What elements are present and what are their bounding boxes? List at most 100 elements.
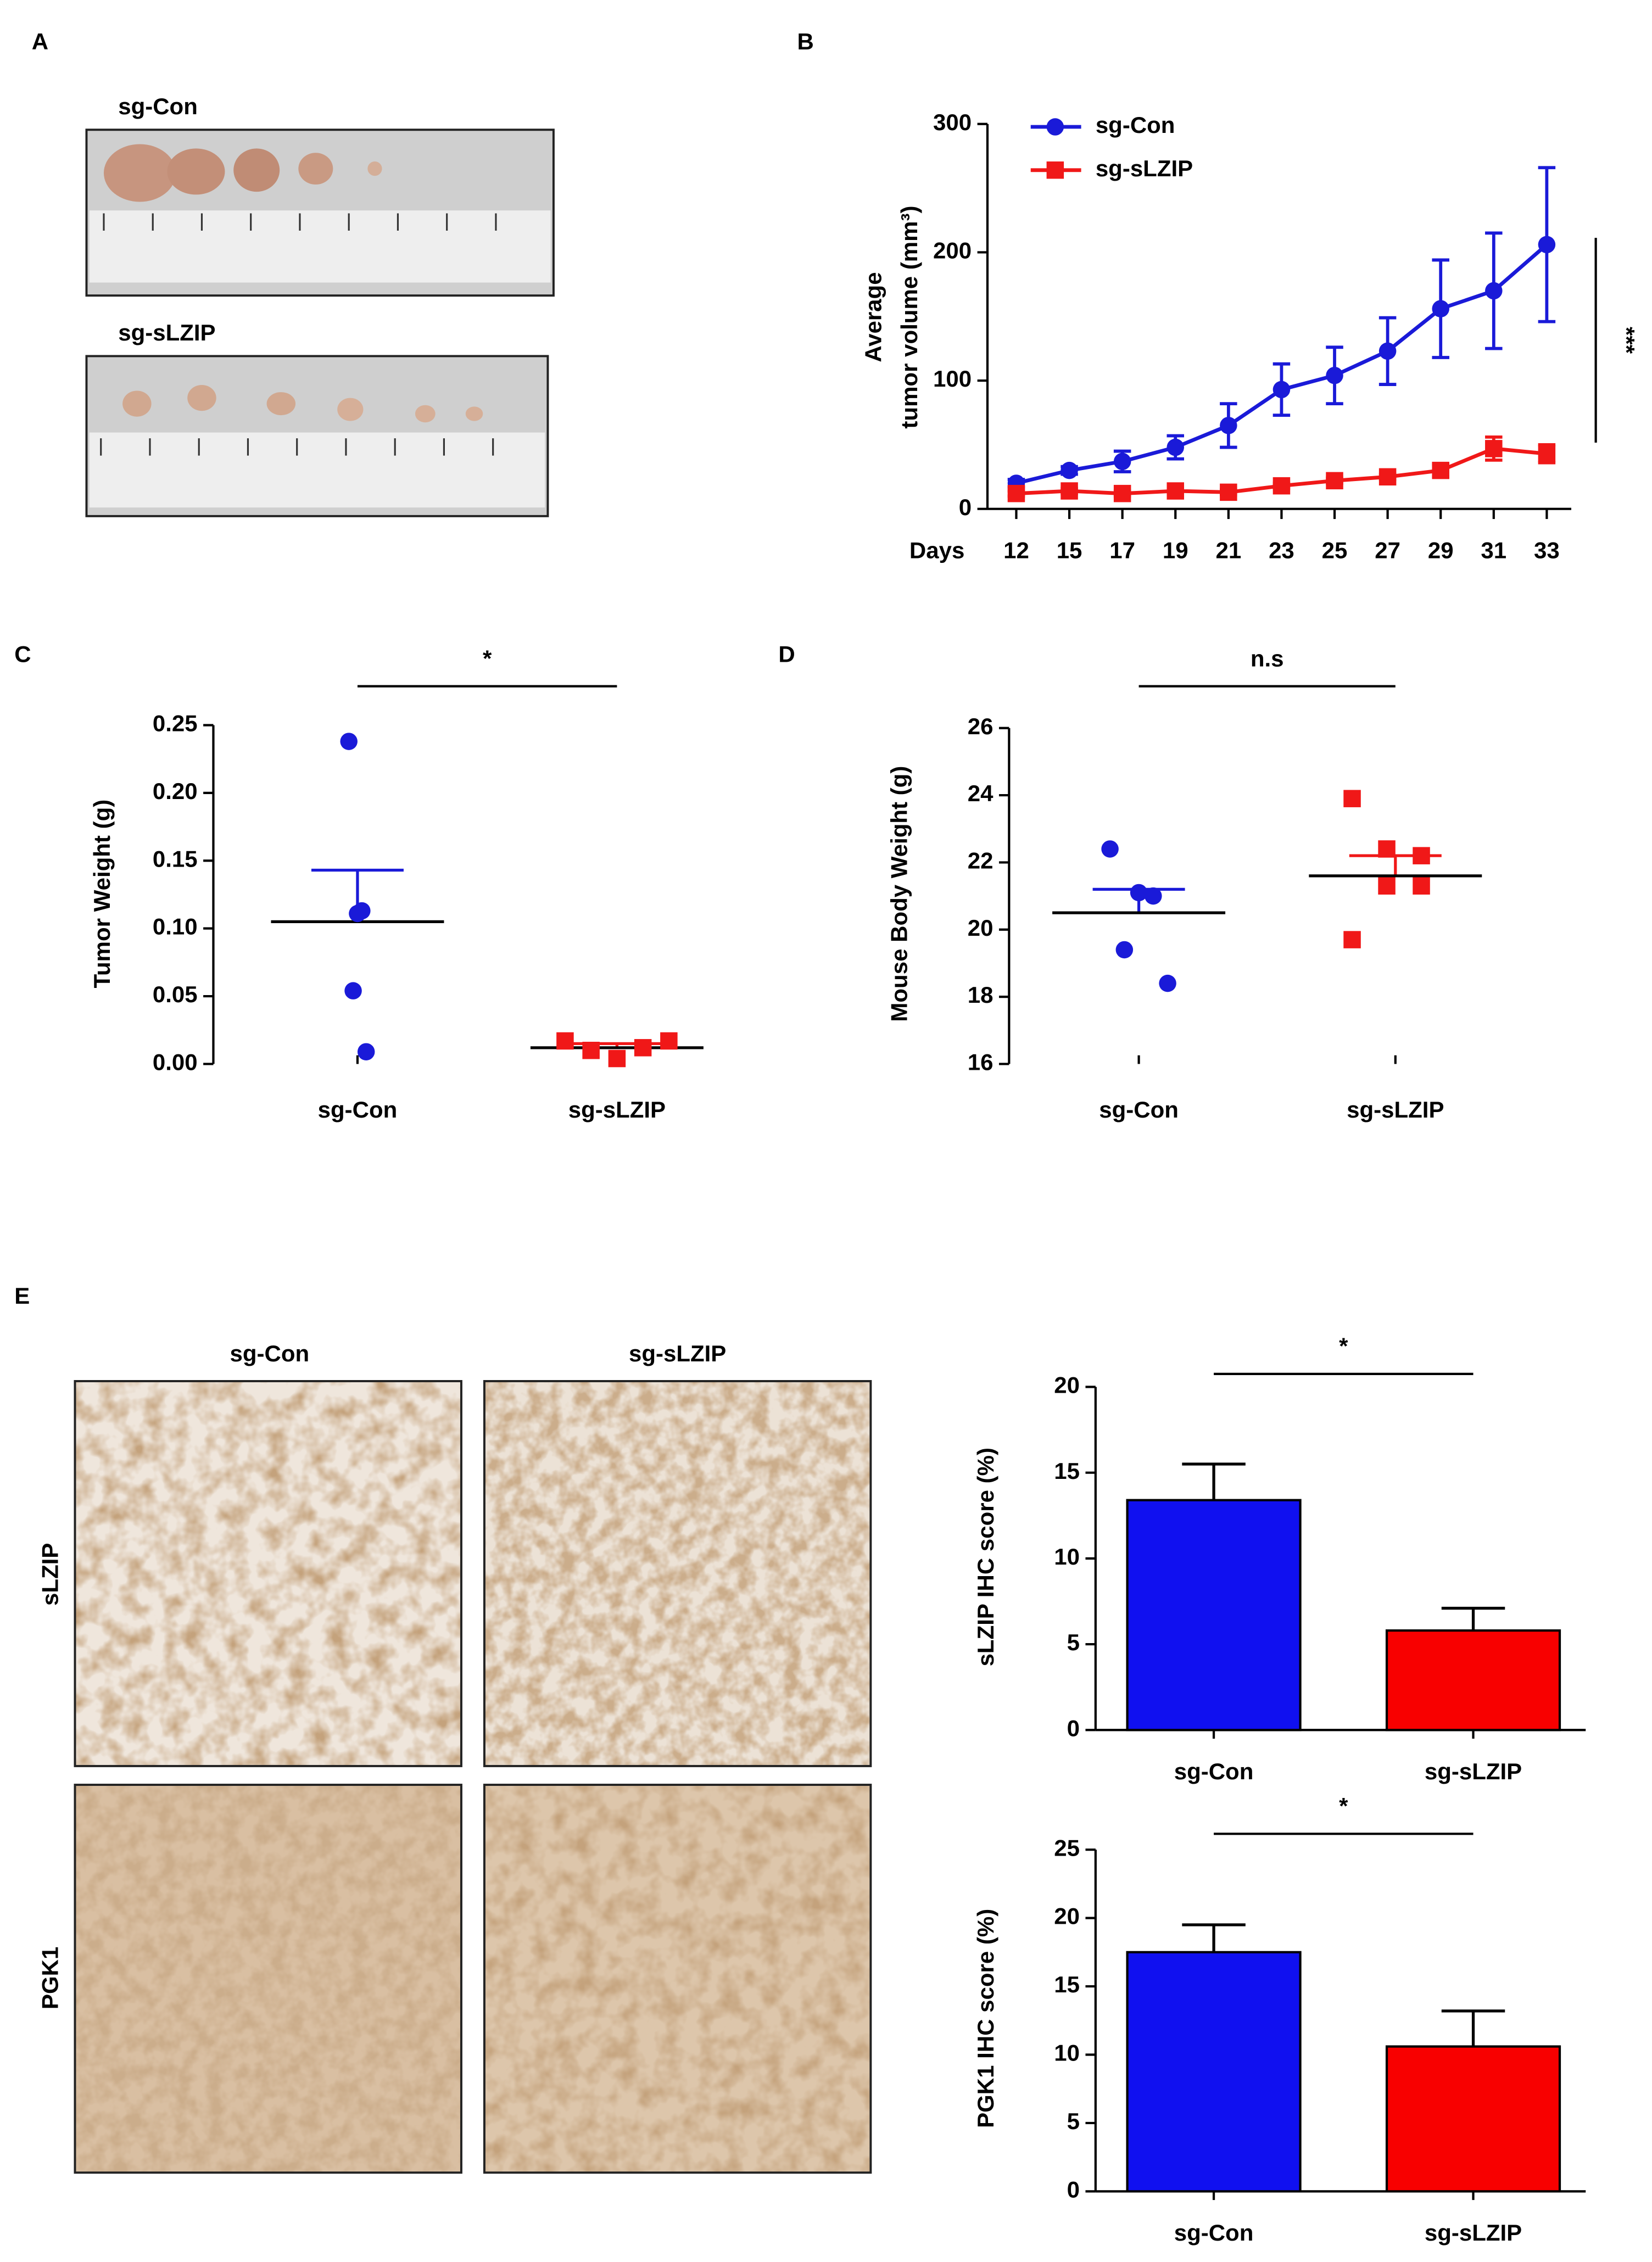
y-tick-label: 0	[959, 494, 972, 520]
x-tick-label: sg-sLZIP	[1425, 1758, 1522, 1784]
column-label: sg-Con	[230, 1341, 310, 1366]
y-tick-label: 0.20	[153, 778, 198, 804]
significance-label: ***	[1614, 327, 1639, 354]
x-tick-label: 17	[1109, 538, 1135, 563]
x-tick-label: sg-Con	[1174, 2220, 1254, 2246]
y-tick-label: 10	[1054, 2040, 1080, 2066]
marker	[1061, 482, 1078, 500]
panel-label: D	[778, 641, 795, 667]
error-bar	[1441, 2009, 1505, 2047]
legend-label: sg-sLZIP	[1096, 155, 1193, 181]
x-tick-label: sg-sLZIP	[568, 1097, 666, 1122]
y-tick-label: 200	[933, 238, 972, 264]
ihc-image	[74, 1380, 462, 1767]
y-tick-label: 5	[1067, 1629, 1080, 1655]
marker	[1115, 941, 1134, 959]
x-axis-label: Days	[909, 538, 964, 563]
column-label: sg-sLZIP	[629, 1341, 726, 1366]
marker	[1485, 282, 1503, 300]
tumor-photo	[85, 129, 555, 297]
significance-label: *	[1339, 1793, 1348, 1819]
marker	[1538, 445, 1556, 462]
y-tick-label: 26	[968, 713, 994, 739]
marker	[1343, 790, 1361, 807]
marker	[1130, 884, 1148, 902]
significance-label: n.s	[1251, 645, 1284, 671]
error-bar	[1182, 1923, 1246, 1952]
marker	[1413, 847, 1430, 864]
y-tick-label: 0.00	[153, 1049, 198, 1075]
marker	[582, 1041, 600, 1059]
marker	[344, 982, 362, 999]
marker	[1220, 417, 1237, 434]
marker	[1343, 931, 1361, 948]
error-bar	[1182, 1462, 1246, 1500]
y-tick-label: 0.05	[153, 981, 198, 1007]
marker	[1159, 974, 1176, 992]
significance-label: *	[1339, 1333, 1348, 1359]
x-tick-label: 15	[1057, 538, 1082, 563]
marker	[1432, 461, 1449, 479]
x-tick-label: 21	[1215, 538, 1241, 563]
ihc-image	[483, 1784, 872, 2174]
error-bar	[1441, 1606, 1505, 1631]
marker	[660, 1032, 678, 1050]
x-tick-label: 27	[1375, 538, 1400, 563]
row-label: sLZIP	[37, 1543, 63, 1606]
marker	[556, 1032, 574, 1050]
panel-label: E	[14, 1283, 30, 1309]
panel-label: B	[797, 29, 814, 54]
photo-label: sg-sLZIP	[118, 320, 215, 345]
marker	[1326, 472, 1343, 490]
marker	[1378, 840, 1396, 858]
y-tick-label: 22	[968, 848, 994, 874]
x-tick-label: 23	[1269, 538, 1294, 563]
panel-label: A	[32, 29, 48, 54]
marker	[1220, 483, 1237, 501]
marker	[1046, 161, 1064, 179]
bar	[1385, 2045, 1561, 2193]
marker	[340, 733, 358, 750]
x-tick-label: 33	[1534, 538, 1560, 563]
marker	[1046, 118, 1064, 136]
y-tick-label: 18	[968, 982, 994, 1008]
marker	[1538, 236, 1556, 254]
marker	[1007, 484, 1025, 502]
marker	[1378, 877, 1396, 895]
marker	[1378, 468, 1397, 486]
x-tick-label: sg-sLZIP	[1347, 1097, 1444, 1122]
marker	[1145, 887, 1162, 905]
marker	[1273, 381, 1291, 399]
bar	[1126, 1499, 1302, 1732]
y-axis-label: Tumor Weight (g)	[89, 800, 115, 988]
marker	[1413, 877, 1430, 895]
y-tick-label: 16	[968, 1049, 994, 1075]
y-tick-label: 20	[968, 915, 994, 941]
marker	[1061, 461, 1078, 479]
marker	[357, 1043, 375, 1060]
marker	[1273, 477, 1291, 495]
x-tick-label: sg-Con	[318, 1097, 398, 1122]
photo-label: sg-Con	[118, 93, 198, 119]
y-tick-label: 15	[1054, 1971, 1080, 1997]
y-tick-label: 100	[933, 366, 972, 392]
panel-label: C	[14, 641, 31, 667]
x-tick-label: 29	[1428, 538, 1454, 563]
y-tick-label: 25	[1054, 1835, 1080, 1861]
x-tick-label: 12	[1003, 538, 1029, 563]
y-tick-label: 0.15	[153, 846, 198, 872]
marker	[634, 1039, 652, 1057]
row-label: PGK1	[37, 1947, 63, 2009]
ihc-image	[483, 1380, 872, 1767]
marker	[1101, 840, 1119, 858]
significance-label: *	[483, 645, 492, 671]
marker	[1378, 342, 1397, 360]
y-tick-label: 20	[1054, 1903, 1080, 1929]
y-axis-label: sLZIP IHC score (%)	[973, 1448, 998, 1666]
y-tick-label: 300	[933, 109, 972, 135]
ihc-image	[74, 1784, 462, 2174]
marker	[1432, 300, 1449, 317]
y-tick-label: 0	[1067, 2176, 1080, 2202]
x-tick-label: sg-sLZIP	[1425, 2220, 1522, 2246]
